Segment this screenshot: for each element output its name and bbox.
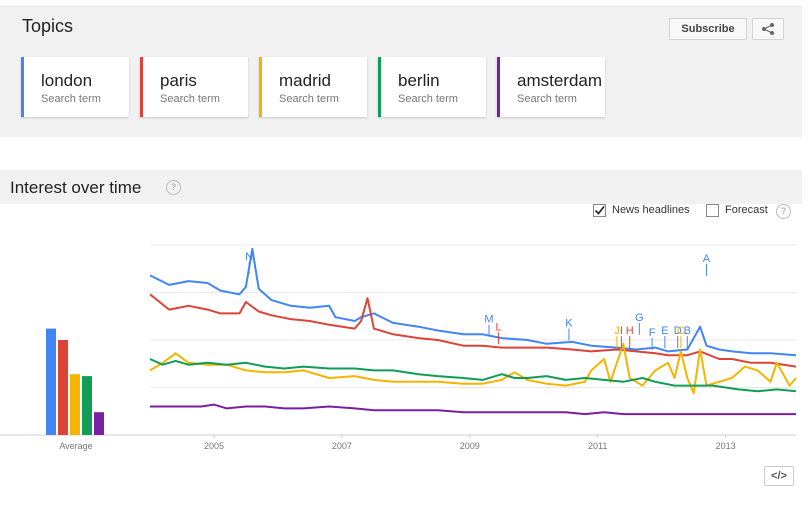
term-name: berlin <box>398 71 440 90</box>
term-subtitle: Search term <box>160 93 220 105</box>
average-bar-berlin <box>82 376 92 435</box>
term-card-paris[interactable]: paris Search term <box>140 57 248 117</box>
average-label: Average <box>59 441 92 451</box>
x-tick-label-2011: 2011 <box>588 441 607 451</box>
term-subtitle: Search term <box>41 93 101 105</box>
average-bar-amsterdam <box>94 412 104 435</box>
annotation-marker-J: J <box>614 325 620 337</box>
share-button[interactable] <box>752 18 784 40</box>
news-headlines-checkbox[interactable] <box>593 204 606 217</box>
annotation-marker-N: N <box>245 251 253 263</box>
annotation-marker-A: A <box>703 253 711 265</box>
help-icon[interactable]: ? <box>166 180 181 195</box>
series-line-london <box>149 247 797 357</box>
term-card-berlin[interactable]: berlin Search term <box>378 57 486 117</box>
annotation-marker-L: L <box>496 321 502 333</box>
annotation-marker-K: K <box>565 318 573 330</box>
interest-title: Interest over time <box>10 178 142 197</box>
interest-header: Interest over time ? <box>0 170 802 204</box>
series-line-amsterdam <box>150 403 796 416</box>
x-tick-label-2005: 2005 <box>204 441 224 451</box>
annotation-marker-E: E <box>661 325 668 337</box>
term-subtitle: Search term <box>398 93 458 105</box>
x-tick-label-2009: 2009 <box>460 441 480 451</box>
term-color-bar <box>497 57 500 117</box>
term-card-london[interactable]: london Search term <box>21 57 129 117</box>
annotation-marker-B: B <box>684 325 691 337</box>
topics-title: Topics <box>22 16 74 36</box>
checkmark-icon <box>594 206 605 215</box>
forecast-help-icon[interactable]: ? <box>776 204 791 219</box>
term-color-bar <box>21 57 24 117</box>
embed-button[interactable]: </> <box>764 466 794 486</box>
forecast-label: Forecast <box>725 204 768 216</box>
average-bar-london <box>46 328 56 435</box>
term-color-bar <box>140 57 143 117</box>
average-bar-madrid <box>70 374 80 435</box>
annotation-marker-H: H <box>626 325 634 337</box>
annotation-marker-M: M <box>484 314 493 326</box>
subscribe-button[interactable]: Subscribe <box>669 18 747 40</box>
term-card-madrid[interactable]: madrid Search term <box>259 57 367 117</box>
term-subtitle: Search term <box>517 93 577 105</box>
term-name: paris <box>160 71 197 90</box>
annotation-marker-I: I <box>620 325 623 337</box>
share-icon <box>762 23 774 35</box>
news-headlines-label: News headlines <box>612 204 690 216</box>
term-name: madrid <box>279 71 331 90</box>
annotation-marker-G: G <box>635 312 644 324</box>
x-tick-label-2013: 2013 <box>716 441 736 451</box>
term-subtitle: Search term <box>279 93 339 105</box>
term-name: amsterdam <box>517 71 603 90</box>
term-color-bar <box>378 57 381 117</box>
forecast-checkbox[interactable] <box>706 204 719 217</box>
series-line-paris <box>149 293 797 368</box>
series-line-madrid <box>149 342 797 395</box>
x-tick-label-2007: 2007 <box>332 441 352 451</box>
annotation-marker-F: F <box>649 327 656 339</box>
term-color-bar <box>259 57 262 117</box>
term-name: london <box>41 71 93 90</box>
average-bar-paris <box>58 340 68 435</box>
term-card-amsterdam[interactable]: amsterdam Search term <box>497 57 605 117</box>
annotation-marker-C: C <box>677 325 685 337</box>
series-line-berlin <box>149 358 797 393</box>
annotation-marker-D: D <box>674 325 682 337</box>
